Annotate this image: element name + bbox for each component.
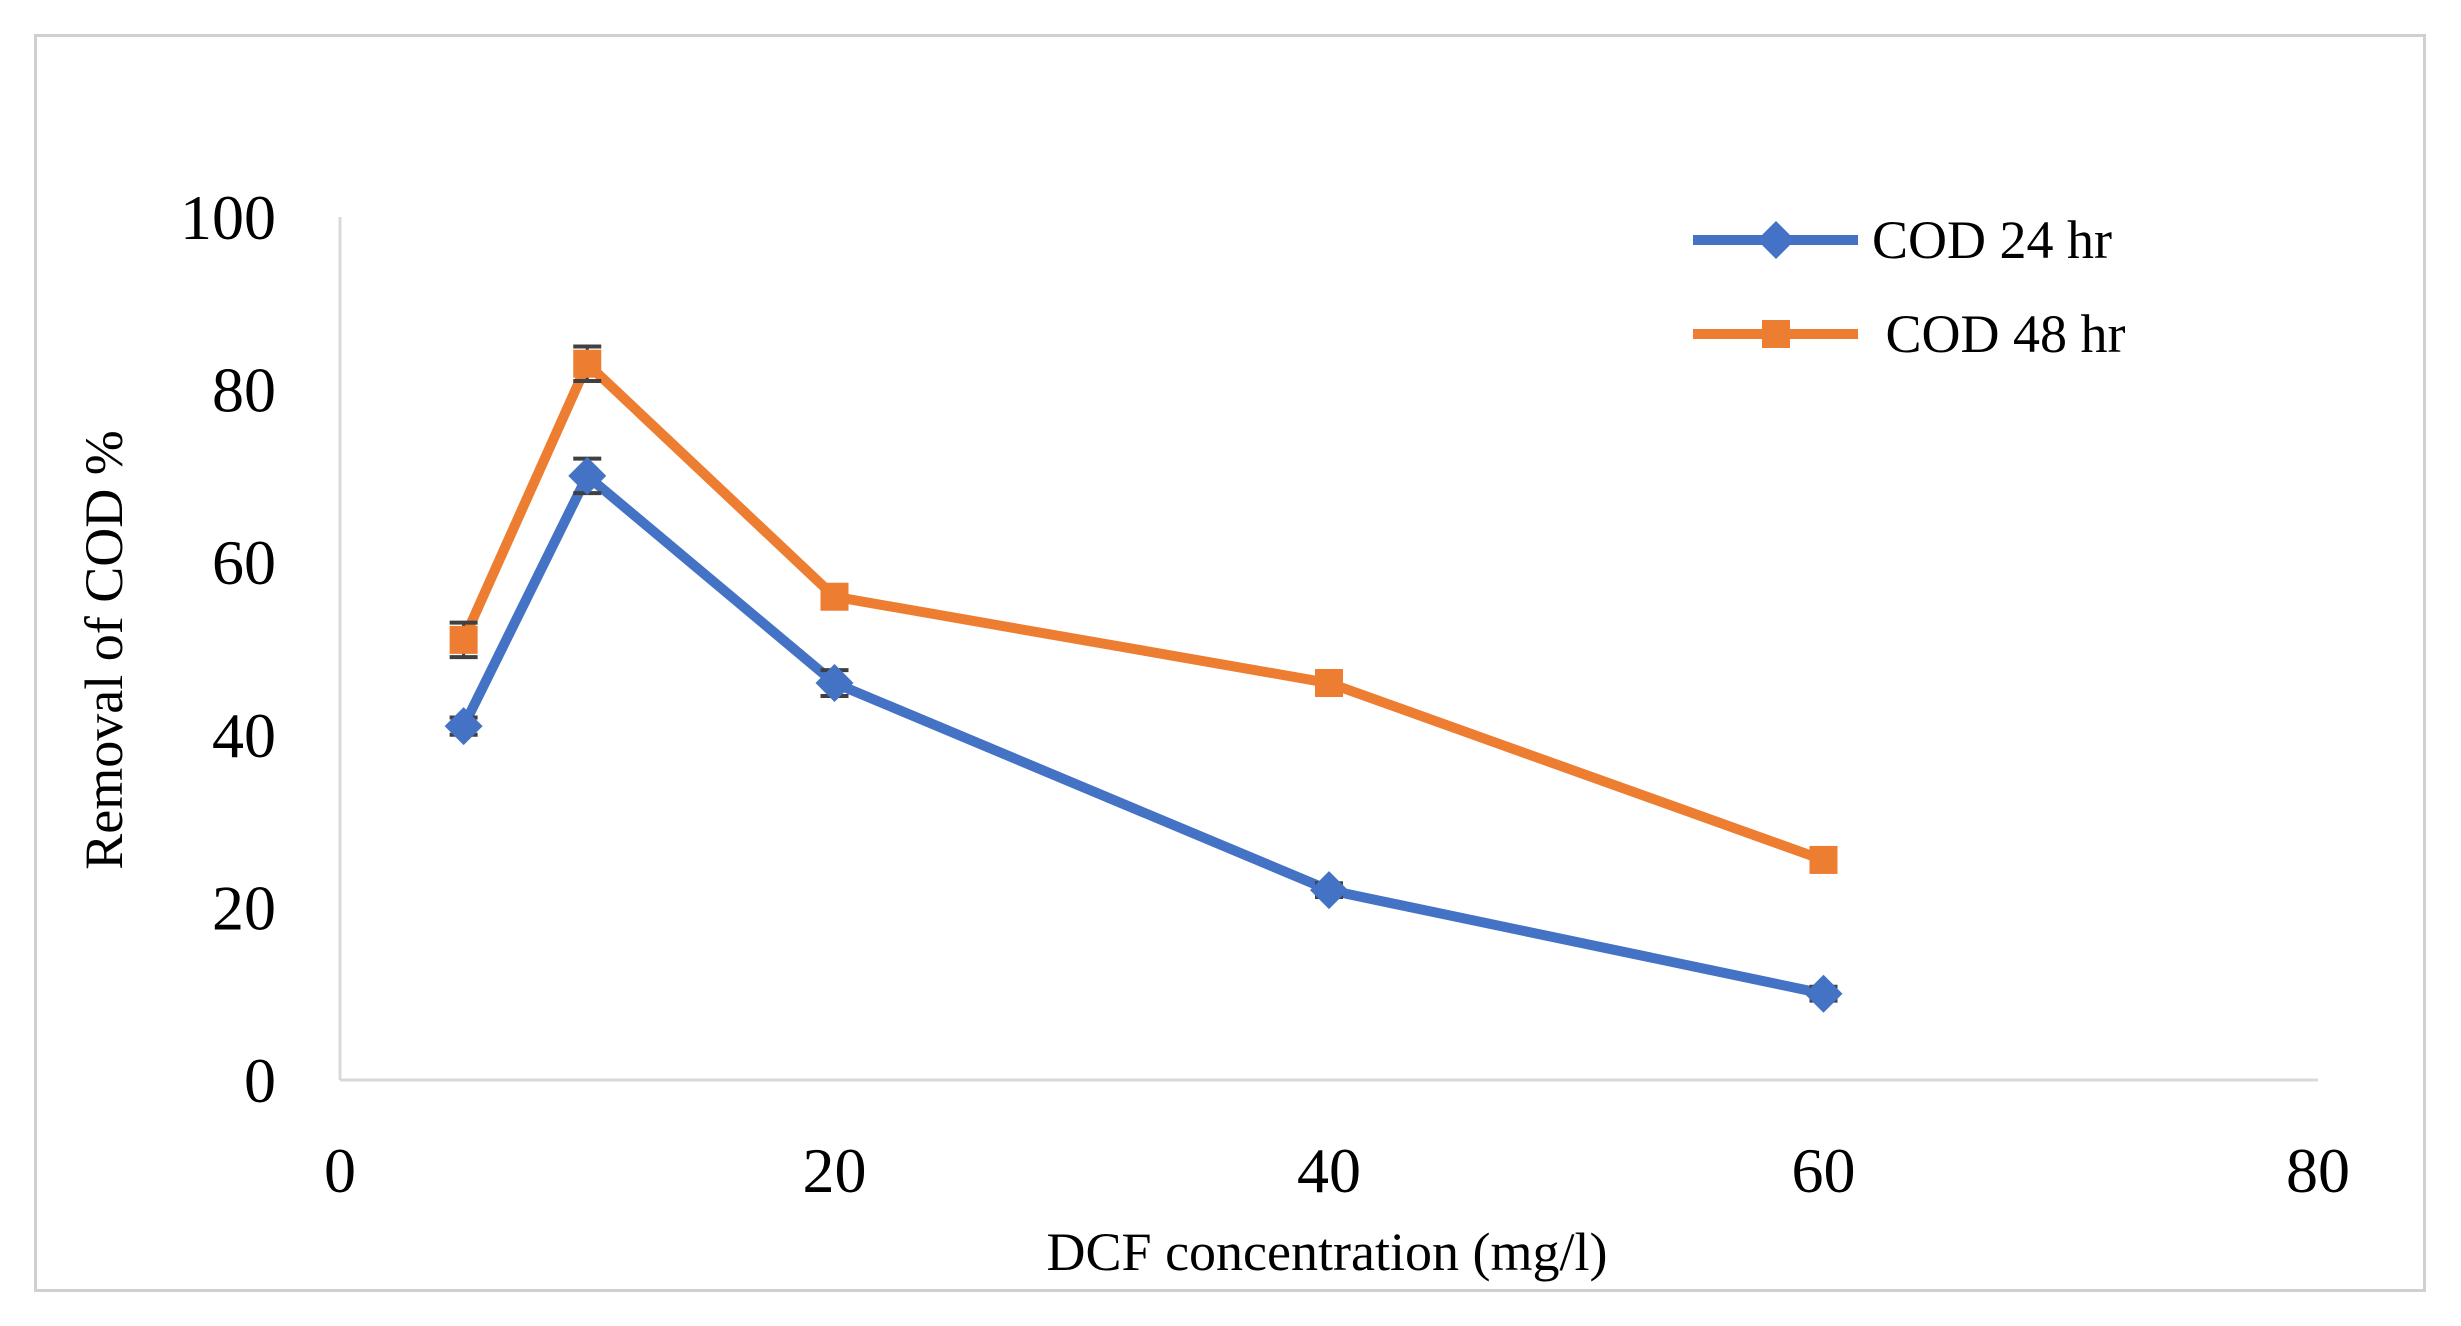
- y-tick-label: 40: [212, 700, 276, 771]
- x-tick-label: 0: [324, 1135, 356, 1206]
- series-line: [458, 358, 1829, 865]
- data-point-diamond: [1804, 974, 1843, 1013]
- data-series: [444, 344, 1843, 1013]
- data-point-diamond: [1757, 221, 1795, 259]
- data-point-diamond: [568, 456, 607, 495]
- data-point-diamond: [444, 707, 483, 746]
- x-tick-label: 80: [2286, 1135, 2350, 1206]
- x-tick-label: 20: [803, 1135, 867, 1206]
- y-tick-label: 0: [244, 1045, 276, 1116]
- x-axis-title: DCF concentration (mg/l): [1047, 1222, 1608, 1282]
- data-point-diamond: [815, 664, 854, 703]
- legend-label: COD 48 hr: [1872, 304, 2126, 364]
- x-tick-label: 40: [1297, 1135, 1361, 1206]
- y-tick-label: 60: [212, 527, 276, 598]
- data-point-square: [573, 349, 602, 378]
- y-tick-label: 20: [212, 872, 276, 943]
- legend-label: COD 24 hr: [1872, 210, 2112, 270]
- y-tick-label: 100: [180, 182, 276, 253]
- data-point-square: [820, 582, 849, 611]
- y-axis-title: Removal of COD %: [74, 430, 134, 869]
- series-line: [458, 470, 1829, 999]
- legend-item: COD 48 hr: [1693, 304, 2126, 364]
- data-point-square: [1315, 669, 1343, 698]
- data-point-square: [449, 625, 478, 654]
- x-tick-labels: 0 20 40 60 80: [324, 1135, 2350, 1206]
- legend: COD 24 hr COD 48 hr: [1693, 210, 2126, 364]
- data-point-square: [1762, 320, 1790, 348]
- series-2: [449, 344, 1838, 874]
- y-tick-labels: 0 20 40 60 80 100: [180, 182, 276, 1116]
- x-tick-label: 60: [1792, 1135, 1856, 1206]
- data-point-square: [1809, 845, 1838, 874]
- data-point-diamond: [1310, 871, 1348, 910]
- axes: [338, 217, 2318, 1082]
- y-tick-label: 80: [212, 355, 276, 426]
- legend-item: COD 24 hr: [1693, 210, 2112, 270]
- series-1: [444, 456, 1843, 1013]
